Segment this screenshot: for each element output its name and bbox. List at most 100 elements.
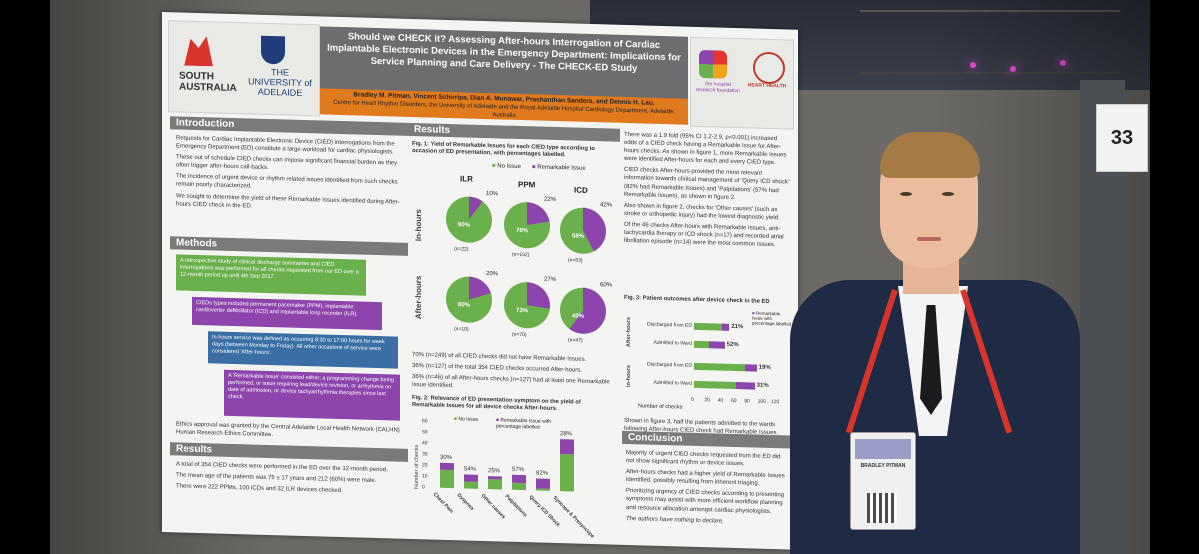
fig2-bar-no-issue [464, 481, 478, 489]
results-left-text: A total of 354 CIED checks were performe… [176, 460, 400, 500]
fig2-pct-label: 28% [560, 431, 573, 438]
booth-number-sign: 33 [1096, 104, 1148, 172]
pie-no-issue-pct: 90% [458, 222, 471, 229]
fig1-row-in-hours: In-hours [414, 209, 423, 242]
legend-swatch-icon: ■ [454, 416, 458, 423]
result-point: CIED checks After-hours provided the mos… [624, 167, 790, 201]
fig2-bar-no-issue [488, 479, 502, 490]
fig2-bar-remarkable [440, 462, 454, 471]
fig3-group-in: In-hours [626, 364, 632, 388]
lighting-truss [860, 10, 1120, 74]
pie-no-issue-pct: 78% [516, 227, 529, 235]
badge-name: BRADLEY PITMAN [860, 463, 906, 469]
intro-point: These out of schedule CIED checks can im… [176, 154, 398, 172]
fig3-xtick: 20 [704, 397, 710, 404]
fig2-category-label: Chest Pain [431, 491, 455, 515]
fig2-bar-no-issue [560, 453, 574, 492]
pie-chart [504, 281, 550, 329]
name-badge: BRADLEY PITMAN [850, 432, 916, 530]
intro-point: We sought to determine the yield of thes… [176, 192, 400, 210]
fig3-bar-remarkable [708, 341, 725, 349]
results-mid-text: 70% (n=249) of all CIED checks did not h… [412, 351, 612, 398]
heart-health-icon [753, 51, 785, 85]
hair [880, 132, 980, 178]
fig2-title: Fig. 2: Relevance of ED presentation sym… [412, 394, 581, 413]
fig3-bar-no-issue [694, 340, 709, 349]
pie-remarkable-pct: 60% [600, 282, 613, 289]
pie-chart [560, 287, 606, 335]
fig3-xtick: 0 [691, 396, 694, 403]
fig3-row-label: Admitted to Ward [653, 379, 692, 387]
pie-sample-size: (n=152) [512, 251, 530, 259]
sa-logo-text: SOUTH AUSTRALIA [179, 70, 237, 94]
fig2-pct-label: 54% [464, 466, 477, 473]
fig2-legend-no: ■ No Issue [454, 416, 478, 423]
pie-no-issue-pct: 40% [572, 313, 585, 320]
fig2-bar-remarkable [464, 474, 478, 483]
conclusion-point: Prioritizing urgency of CIED checks acco… [626, 488, 785, 515]
fig3-xtick: 40 [717, 397, 724, 404]
pie-chart [504, 201, 550, 249]
fig1-legend-no: ■ No Issue [492, 163, 521, 170]
conclusion-point: Majority of urgent CIED checks requested… [626, 449, 781, 468]
fig3-bar-remarkable [744, 364, 757, 372]
legend-swatch-icon: ■ [532, 164, 536, 171]
fig2-bar-no-issue [536, 488, 550, 491]
mouth [917, 237, 941, 241]
fig2-pct-label: 57% [512, 466, 525, 473]
fig3-title: Fig. 3: Patient outcomes after device ch… [624, 294, 770, 305]
fig3-bar-no-issue [694, 322, 722, 331]
fig3-pct-label: 19% [758, 364, 771, 372]
pie-chart [446, 275, 492, 324]
fig2-pct-label: 30% [440, 454, 453, 461]
method-step-4: A 'Remarkable Issue' consisted either; a… [224, 369, 400, 421]
fig2-category-label: Palpitations [503, 493, 529, 519]
fig3-row-label: Admitted to Ward [653, 339, 692, 347]
fig2-category-label: Syncope & Presyncope [551, 495, 596, 540]
fig3-bar-no-issue [694, 362, 745, 372]
partner-logos: the hospital research foundation HEART H… [690, 36, 794, 130]
stage-light [1060, 60, 1066, 66]
qr-code-icon [867, 493, 897, 523]
legend-swatch-icon: ■ [492, 163, 496, 170]
fig2-bar-remarkable [560, 439, 574, 455]
conclusion-point: After-hours checks had a higher yield of… [626, 469, 785, 487]
fig3-group-after: After-hours [626, 317, 632, 348]
fig3-bar-no-issue [694, 380, 736, 390]
fig2-ytick: 50 [422, 429, 428, 436]
pie-remarkable-pct: 42% [600, 202, 613, 209]
fig3-row-label: Discharged from ED [646, 361, 692, 369]
fig3-pct-label: 52% [726, 341, 739, 349]
fig2-bar-remarkable [488, 475, 502, 480]
result-point: Of the 46 checks After-hours with Remark… [624, 221, 784, 249]
fig3-pct-label: 31% [756, 382, 769, 389]
fig2-legend-yes: ■ Remarkable Issue with percentage label… [496, 417, 566, 431]
disclosure: The authors have nothing to declare. [626, 515, 724, 525]
fig3-xlabel: Number of checks [638, 403, 683, 411]
intro-point: The incidence of urgent device or rhythm… [176, 173, 398, 190]
pie-no-issue-pct: 80% [458, 302, 471, 309]
fig2-ytick: 10 [422, 473, 428, 480]
fig3-bar-remarkable [736, 382, 755, 390]
black-tie [920, 305, 942, 415]
fig2-bar-remarkable [536, 478, 550, 489]
intro-point: Requests for Cardiac Implantable Electro… [176, 135, 395, 156]
fig1-title: Fig. 1: Yield of Remarkable Issues for e… [412, 140, 595, 159]
fig1-legend-no-label: No Issue [497, 163, 521, 171]
pie-sample-size: (n=10) [454, 326, 469, 333]
stage-light [970, 62, 976, 68]
results-heading: Results [408, 122, 620, 142]
fig2-bar-remarkable [512, 474, 526, 484]
fig2-legend-no-label: No Issue [458, 416, 479, 423]
method-step-2: CIEDs types included permanent pacemaker… [192, 296, 382, 331]
crest-icon [261, 35, 285, 65]
pie-remarkable-pct: 27% [544, 276, 557, 284]
fig2-ylabel: Number of checks [414, 444, 420, 490]
fig2-ytick: 60 [422, 418, 428, 425]
fig2-legend-yes-label: Remarkable Issue with percentage labelle… [496, 417, 551, 431]
methods-heading: Methods [170, 236, 408, 256]
method-step-3: In-hours service was defined as occurrin… [208, 331, 398, 369]
fig1-legend-yes-label: Remarkable Issue [537, 164, 586, 172]
ethics-text: Ethics approval was granted by the Centr… [176, 421, 400, 439]
left-letterbox [0, 0, 50, 554]
